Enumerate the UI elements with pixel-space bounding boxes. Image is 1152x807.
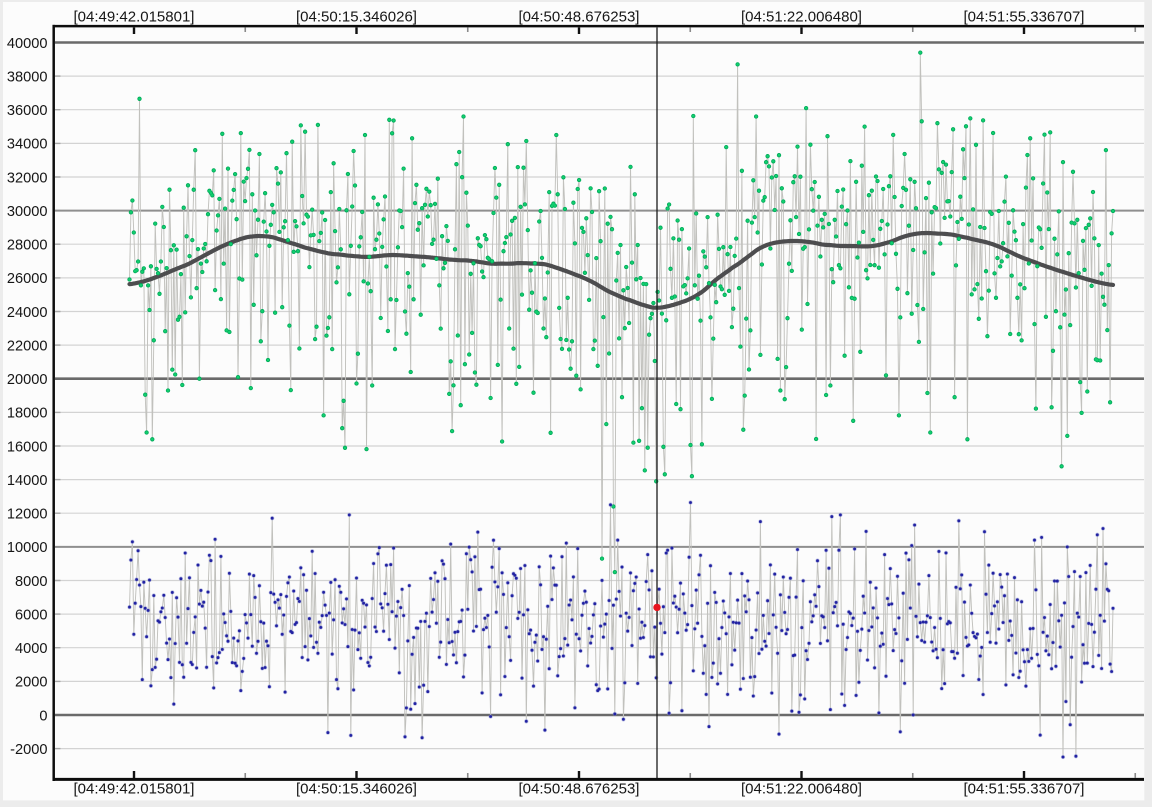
svg-text:4000: 4000: [15, 641, 47, 657]
svg-text:[04:49:42.015801]: [04:49:42.015801]: [74, 8, 195, 25]
svg-text:28000: 28000: [7, 238, 48, 254]
svg-text:30000: 30000: [7, 204, 48, 220]
svg-text:8000: 8000: [15, 574, 47, 590]
svg-text:[04:50:15.346026]: [04:50:15.346026]: [296, 781, 417, 798]
svg-text:10000: 10000: [7, 540, 48, 556]
svg-text:26000: 26000: [7, 271, 48, 287]
svg-text:40000: 40000: [7, 36, 48, 52]
svg-text:[04:50:48.676253]: [04:50:48.676253]: [519, 8, 640, 25]
svg-text:[04:51:22.006480]: [04:51:22.006480]: [741, 781, 862, 798]
svg-text:22000: 22000: [7, 338, 48, 354]
svg-text:36000: 36000: [7, 103, 48, 119]
svg-text:38000: 38000: [7, 69, 48, 85]
svg-text:[04:51:55.336707]: [04:51:55.336707]: [964, 8, 1085, 25]
svg-text:[04:51:22.006480]: [04:51:22.006480]: [741, 8, 862, 25]
svg-text:[04:50:48.676253]: [04:50:48.676253]: [519, 781, 640, 798]
svg-text:0: 0: [39, 708, 47, 724]
svg-text:2000: 2000: [15, 675, 47, 691]
svg-text:34000: 34000: [7, 137, 48, 153]
svg-text:[04:51:55.336707]: [04:51:55.336707]: [964, 781, 1085, 798]
svg-text:6000: 6000: [15, 607, 47, 623]
svg-text:24000: 24000: [7, 305, 48, 321]
svg-text:[04:49:42.015801]: [04:49:42.015801]: [74, 781, 195, 798]
svg-text:16000: 16000: [7, 439, 48, 455]
svg-text:32000: 32000: [7, 170, 48, 186]
svg-text:12000: 12000: [7, 507, 48, 523]
svg-text:20000: 20000: [7, 372, 48, 388]
svg-text:[04:50:15.346026]: [04:50:15.346026]: [296, 8, 417, 25]
svg-text:18000: 18000: [7, 406, 48, 422]
svg-text:-2000: -2000: [10, 742, 47, 758]
svg-text:14000: 14000: [7, 473, 48, 489]
